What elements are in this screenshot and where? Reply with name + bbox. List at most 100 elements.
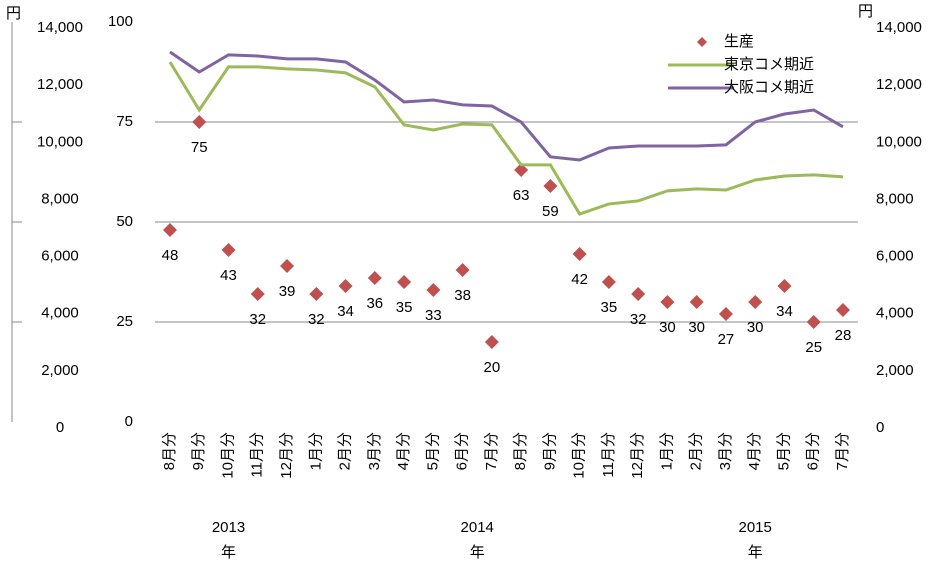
data-label: 27 bbox=[718, 331, 735, 348]
y2-tick-label: 0 bbox=[876, 419, 884, 436]
data-label: 30 bbox=[659, 319, 676, 336]
data-label: 34 bbox=[337, 303, 354, 320]
x-tick-label: 8月分 bbox=[161, 432, 178, 470]
point bbox=[455, 263, 470, 277]
data-label: 34 bbox=[776, 303, 793, 320]
point bbox=[397, 275, 412, 289]
legend-label: 東京コメ期近 bbox=[724, 56, 814, 73]
point bbox=[660, 295, 675, 309]
point bbox=[601, 275, 616, 289]
point bbox=[631, 287, 646, 301]
data-label: 38 bbox=[454, 287, 471, 304]
y-tick-label: 25 bbox=[116, 313, 133, 330]
y2-tick-label: 2,000 bbox=[876, 362, 914, 379]
data-label: 63 bbox=[513, 187, 530, 204]
y2-unit: 円 bbox=[858, 3, 873, 20]
y3-tick-label: 8,000 bbox=[41, 190, 79, 207]
x-tick-label: 8月分 bbox=[512, 432, 529, 470]
data-label: 30 bbox=[688, 319, 705, 336]
x-tick-label: 10月分 bbox=[219, 432, 236, 479]
point bbox=[748, 295, 763, 309]
data-label: 35 bbox=[601, 299, 618, 316]
y3-tick-label: 12,000 bbox=[37, 76, 83, 93]
y3-tick-label: 4,000 bbox=[41, 305, 79, 322]
y3-unit: 円 bbox=[6, 5, 21, 22]
data-label: 33 bbox=[425, 307, 442, 324]
data-label: 42 bbox=[571, 271, 588, 288]
point bbox=[192, 115, 207, 129]
y2-tick-label: 14,000 bbox=[876, 19, 922, 36]
y-tick-label: 100 bbox=[108, 13, 133, 30]
point bbox=[367, 271, 382, 285]
y2-tick-label: 10,000 bbox=[876, 133, 922, 150]
data-label: 43 bbox=[220, 267, 237, 284]
line-series bbox=[168, 61, 844, 216]
point bbox=[806, 315, 821, 329]
x-tick-label: 12月分 bbox=[629, 432, 646, 479]
data-label: 30 bbox=[747, 319, 764, 336]
year-unit: 年 bbox=[470, 544, 485, 561]
data-label: 32 bbox=[630, 311, 647, 328]
point bbox=[280, 259, 295, 273]
year-unit: 年 bbox=[748, 544, 763, 561]
point bbox=[426, 283, 441, 297]
legend-marker bbox=[697, 37, 707, 47]
point bbox=[718, 307, 733, 321]
x-tick-label: 3月分 bbox=[717, 432, 734, 470]
point bbox=[221, 243, 236, 257]
x-tick-label: 7月分 bbox=[834, 432, 851, 470]
y2-tick-label: 6,000 bbox=[876, 248, 914, 265]
point bbox=[338, 279, 353, 293]
x-tick-label: 9月分 bbox=[541, 432, 558, 470]
year-label: 2013 bbox=[212, 519, 245, 536]
y3-tick-label: 10,000 bbox=[37, 133, 83, 150]
y3-tick-label: 6,000 bbox=[41, 248, 79, 265]
point bbox=[777, 279, 792, 293]
year-unit: 年 bbox=[221, 544, 236, 561]
x-tick-label: 7月分 bbox=[483, 432, 500, 470]
x-tick-label: 6月分 bbox=[454, 432, 471, 470]
data-label: 39 bbox=[279, 283, 296, 300]
data-label: 75 bbox=[191, 139, 208, 156]
data-label: 32 bbox=[308, 311, 325, 328]
x-tick-label: 11月分 bbox=[600, 432, 617, 478]
x-tick-label: 5月分 bbox=[775, 432, 792, 470]
data-label: 59 bbox=[542, 203, 559, 220]
y3-tick-label: 0 bbox=[56, 419, 64, 436]
y2-tick-label: 12,000 bbox=[876, 76, 922, 93]
line-series bbox=[169, 50, 844, 162]
x-tick-label: 11月分 bbox=[249, 432, 266, 478]
data-label: 32 bbox=[249, 311, 266, 328]
y-tick-label: 75 bbox=[116, 113, 133, 130]
point bbox=[484, 335, 499, 349]
data-label: 35 bbox=[396, 299, 413, 316]
point bbox=[572, 247, 587, 261]
data-label: 48 bbox=[162, 247, 179, 264]
data-label: 20 bbox=[484, 359, 501, 376]
x-tick-label: 4月分 bbox=[746, 432, 763, 470]
x-tick-label: 1月分 bbox=[658, 432, 675, 470]
data-label: 25 bbox=[805, 339, 822, 356]
legend-label: 生産 bbox=[724, 33, 754, 50]
x-tick-label: 9月分 bbox=[190, 432, 207, 470]
point bbox=[543, 179, 558, 193]
legend-label: 大阪コメ期近 bbox=[724, 79, 814, 96]
y-tick-label: 50 bbox=[116, 213, 133, 230]
x-tick-label: 5月分 bbox=[424, 432, 441, 470]
year-label: 2014 bbox=[461, 519, 494, 536]
x-tick-label: 3月分 bbox=[366, 432, 383, 470]
point bbox=[250, 287, 265, 301]
y-tick-label: 0 bbox=[125, 413, 133, 430]
x-tick-label: 6月分 bbox=[805, 432, 822, 470]
x-tick-label: 1月分 bbox=[307, 432, 324, 470]
point bbox=[689, 295, 704, 309]
x-tick-label: 2月分 bbox=[688, 432, 705, 470]
x-tick-label: 12月分 bbox=[278, 432, 295, 479]
year-label: 2015 bbox=[739, 519, 772, 536]
point bbox=[835, 303, 850, 317]
data-label: 36 bbox=[366, 295, 383, 312]
point bbox=[309, 287, 324, 301]
y2-tick-label: 4,000 bbox=[876, 305, 914, 322]
y3-tick-label: 14,000 bbox=[37, 19, 83, 36]
